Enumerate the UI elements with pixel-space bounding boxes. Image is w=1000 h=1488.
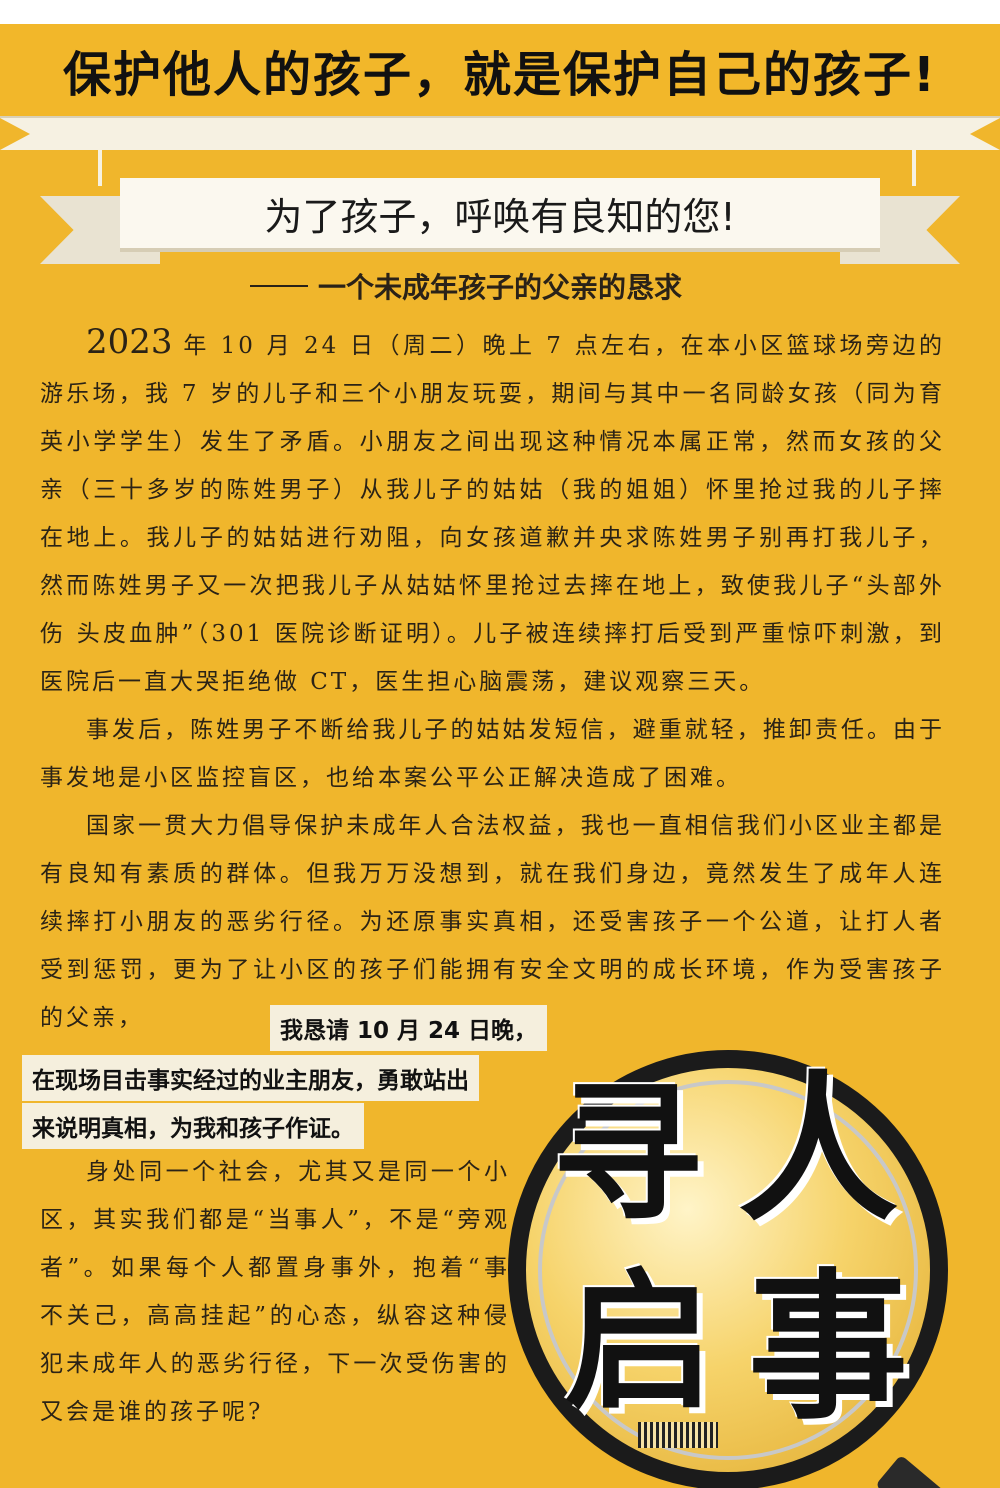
subtitle-dash	[250, 285, 308, 287]
incident-year: 2023	[86, 322, 173, 362]
ribbon-band	[0, 116, 1000, 150]
barcode-icon	[638, 1422, 718, 1448]
banner-hanger-right	[912, 146, 916, 186]
magnifier-graphic: 寻 人 启 事	[508, 1030, 988, 1488]
closing-paragraph: 身处同一个社会，尤其又是同一个小区，其实我们都是“当事人”，不是“旁观者”。如果…	[40, 1148, 510, 1436]
magnifier-handle	[875, 1454, 970, 1488]
magnifier-lens-inner	[538, 1080, 918, 1460]
banner-hanger-left	[98, 146, 102, 186]
headline: 保护他人的孩子，就是保护自己的孩子!	[0, 24, 1000, 116]
appeal-line-2: 在现场目击事实经过的业主朋友，勇敢站出	[22, 1055, 479, 1101]
subtitle: 一个未成年孩子的父亲的恳求	[250, 264, 682, 308]
appeal-line-1: 我恳请 10 月 24 日晚，	[270, 1005, 548, 1051]
graphic-char-qi: 启	[564, 1256, 715, 1430]
banner-title: 为了孩子，呼唤有良知的您!	[120, 178, 880, 248]
graphic-char-shi: 事	[748, 1254, 909, 1441]
graphic-char-xun: 寻	[552, 1068, 703, 1242]
banner-ribbon: 为了孩子，呼唤有良知的您!	[40, 178, 960, 264]
paragraph-3-text: 国家一贯大力倡导保护未成年人合法权益，我也一直相信我们小区业主都是有良知有素质的…	[40, 813, 945, 1031]
ribbon-tail-left	[0, 118, 30, 150]
graphic-char-ren: 人	[738, 1056, 899, 1243]
subtitle-text: 一个未成年孩子的父亲的恳求	[318, 271, 683, 304]
appeal-line-3: 来说明真相，为我和孩子作证。	[22, 1103, 364, 1149]
top-margin	[0, 0, 1000, 24]
paragraph-3: 国家一贯大力倡导保护未成年人合法权益，我也一直相信我们小区业主都是有良知有素质的…	[40, 802, 945, 1042]
paragraph-4: 身处同一个社会，尤其又是同一个小区，其实我们都是“当事人”，不是“旁观者”。如果…	[40, 1159, 510, 1425]
body-text: 2023 年 10 月 24 日（周二）晚上 7 点左右，在本小区篮球场旁边的游…	[40, 318, 945, 1042]
ribbon-tail-right	[970, 118, 1000, 150]
paragraph-1: 2023 年 10 月 24 日（周二）晚上 7 点左右，在本小区篮球场旁边的游…	[40, 318, 945, 706]
paragraph-1-text: 年 10 月 24 日（周二）晚上 7 点左右，在本小区篮球场旁边的游乐场，我 …	[40, 333, 945, 695]
paragraph-2: 事发后，陈姓男子不断给我儿子的姑姑发短信，避重就轻，推卸责任。由于事发地是小区监…	[40, 717, 945, 791]
